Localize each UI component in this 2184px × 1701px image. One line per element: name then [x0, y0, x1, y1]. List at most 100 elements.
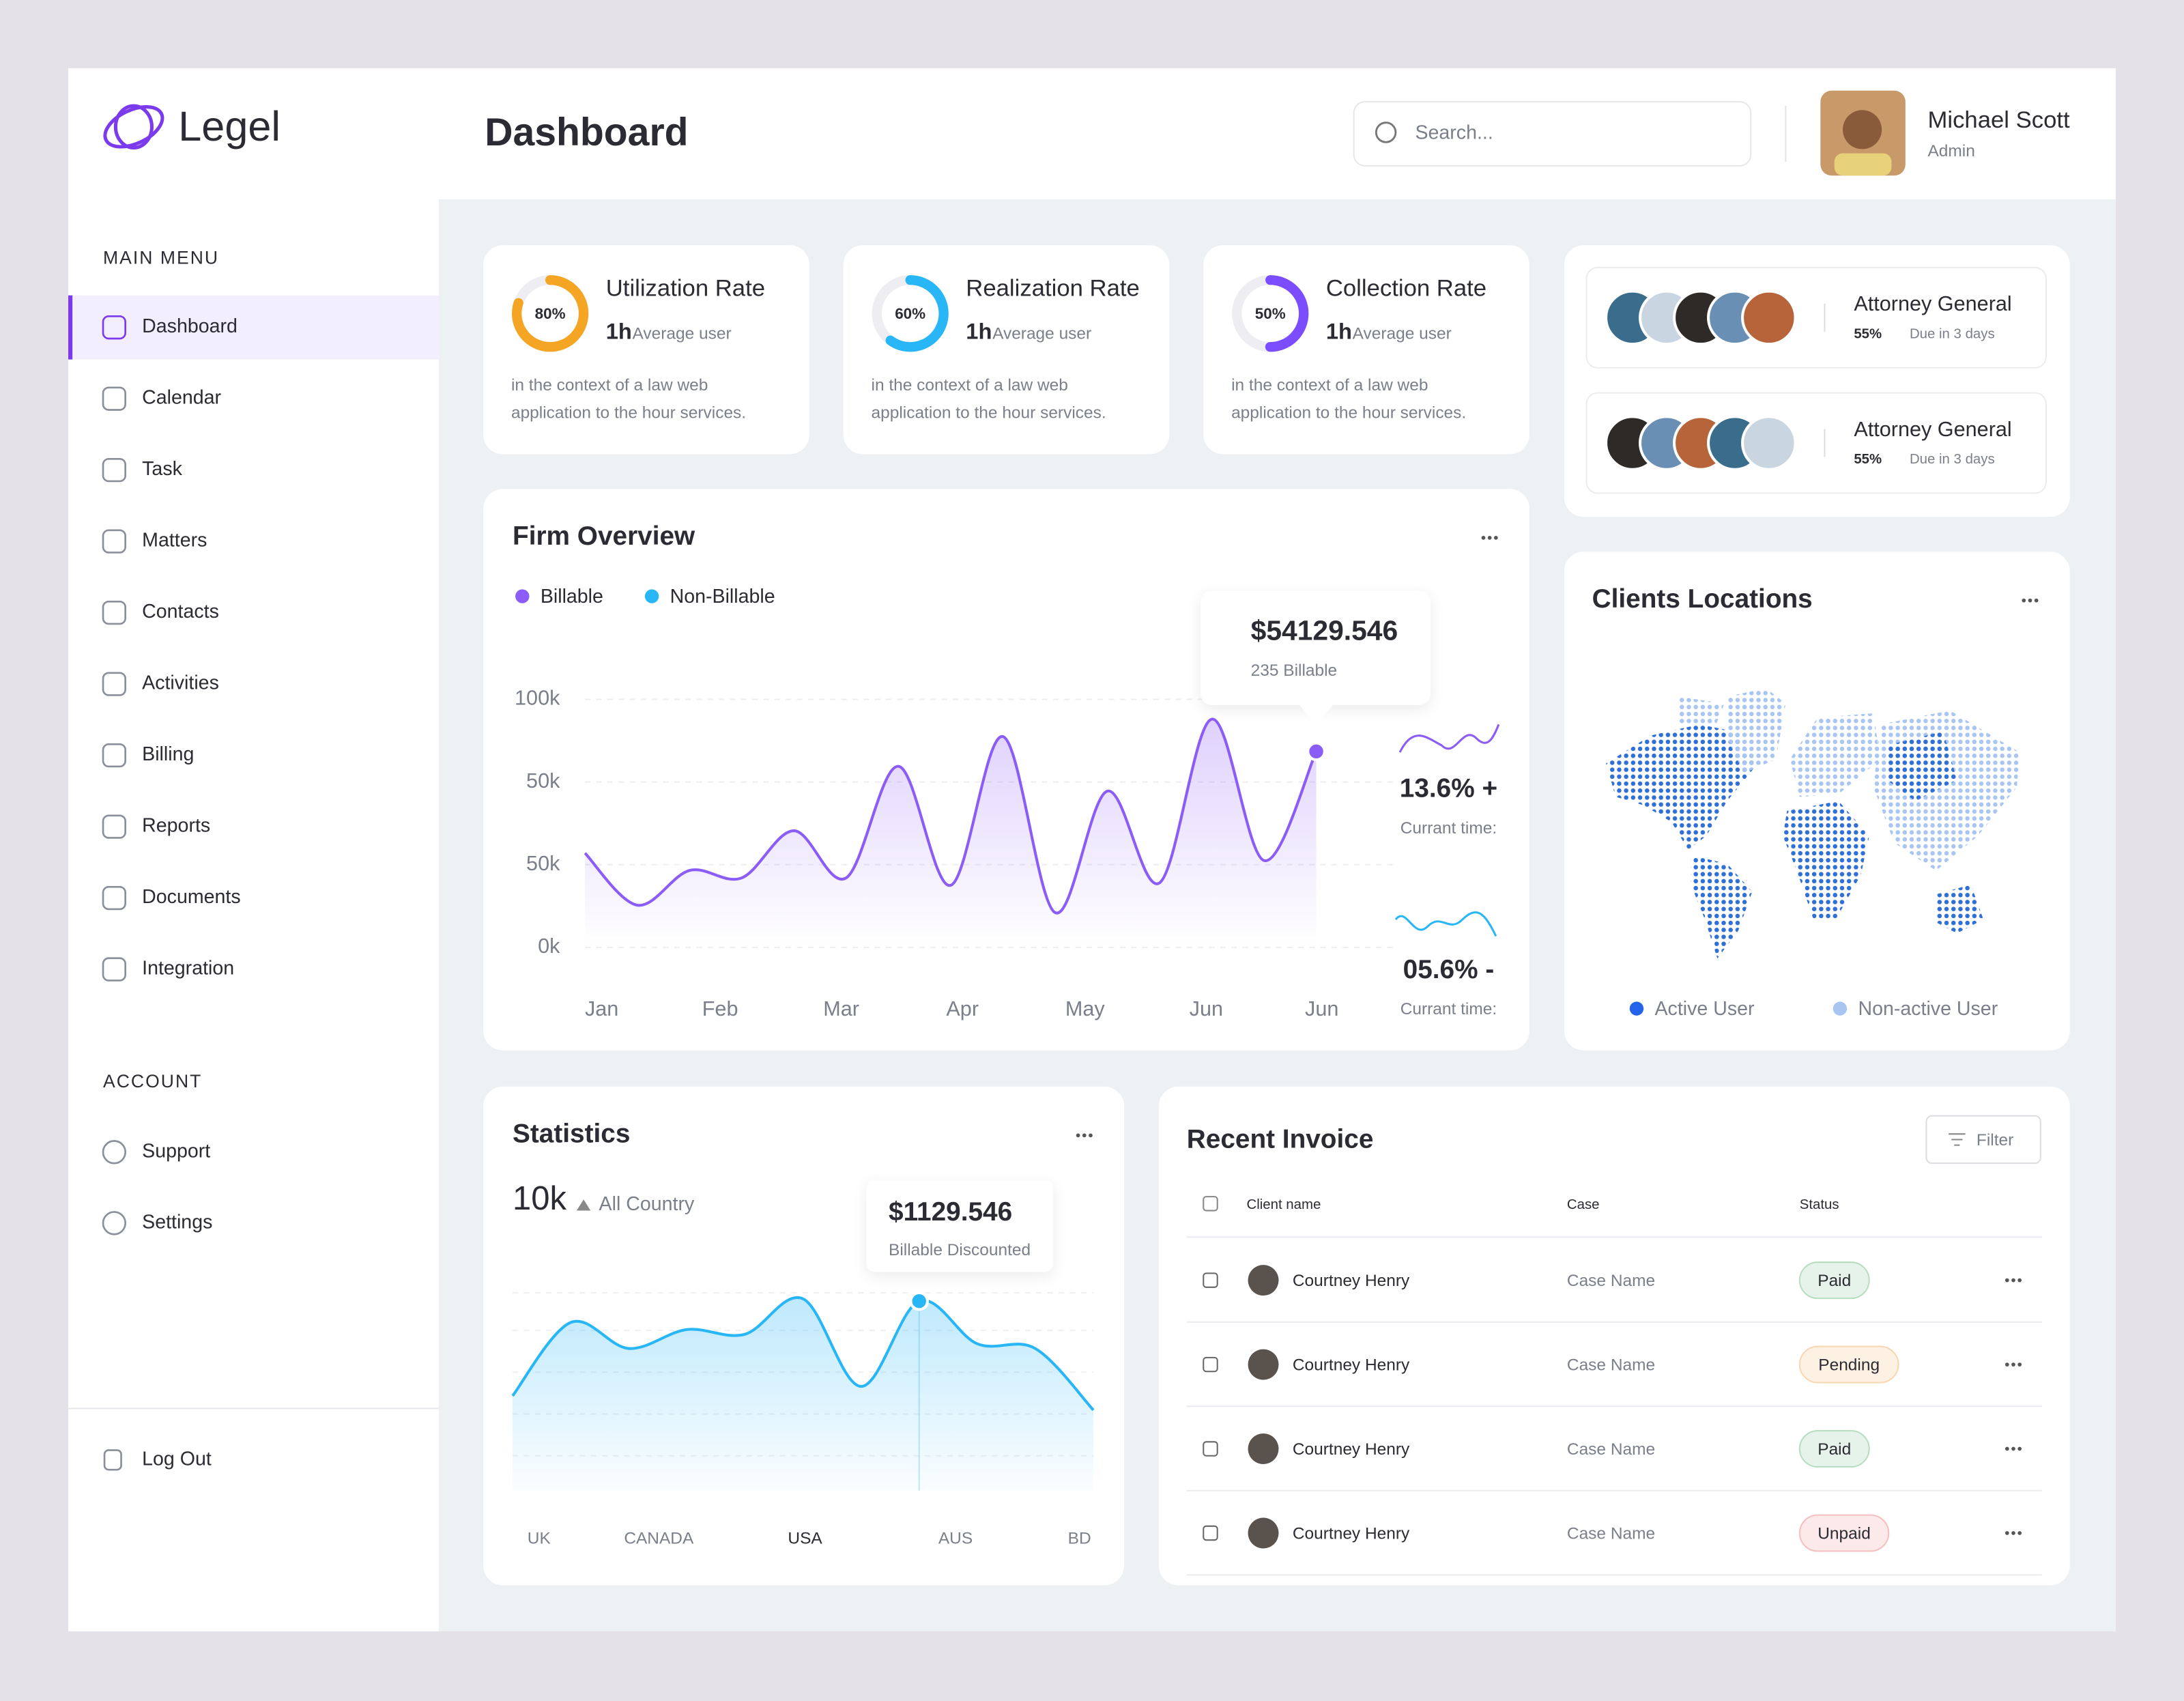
more-icon[interactable] [2034, 598, 2039, 603]
card-title: Firm Overview [513, 521, 695, 551]
client-name: Courtney Henry [1293, 1440, 1410, 1459]
donut-value [872, 275, 949, 352]
sparkline [1394, 911, 1497, 937]
card-description: in the context of a law web [511, 376, 708, 395]
checkbox[interactable] [1203, 1196, 1218, 1212]
legend-swatch [515, 589, 530, 603]
more-icon[interactable] [2017, 1278, 2022, 1283]
rate-card [1203, 245, 1529, 455]
more-icon[interactable] [2017, 1362, 2022, 1367]
more-icon[interactable] [1481, 535, 1486, 540]
user-role: Admin [1927, 142, 1974, 160]
menu-item: Documents [142, 886, 240, 908]
menu-item: Support [142, 1140, 210, 1162]
donut-label: 80% [535, 305, 566, 322]
x-tick-label: USA [788, 1530, 822, 1548]
more-icon[interactable] [1487, 535, 1492, 540]
x-tick-label: Mar [823, 997, 859, 1020]
page-title: Dashboard [485, 111, 688, 154]
filter-button[interactable] [1925, 1115, 2041, 1164]
checkbox[interactable] [1203, 1441, 1218, 1457]
trend-value: 13.6% + [1400, 773, 1497, 803]
attorney-title: Attorney General [1854, 292, 2011, 315]
case-name: Case Name [1567, 1272, 1655, 1290]
search-placeholder: Search... [1415, 122, 1493, 144]
map-region [1887, 731, 1957, 801]
search-icon [1375, 121, 1397, 143]
more-icon[interactable] [1493, 535, 1498, 540]
x-tick-label: May [1065, 997, 1106, 1020]
more-icon[interactable] [2005, 1446, 2009, 1451]
user-name: Michael Scott [1927, 107, 2070, 133]
card-description: in the context of a law web [1231, 376, 1428, 395]
menu-icon [102, 457, 126, 483]
card-title: Statistics [513, 1119, 630, 1149]
card-description: application to the hour services. [511, 404, 746, 423]
more-icon[interactable] [2011, 1446, 2015, 1451]
column-header: Client name [1247, 1197, 1321, 1212]
more-icon[interactable] [2005, 1362, 2009, 1367]
more-icon[interactable] [2011, 1362, 2015, 1367]
more-icon[interactable] [1082, 1133, 1087, 1138]
status-label: Paid [1817, 1440, 1851, 1459]
x-tick-label: AUS [938, 1530, 973, 1548]
menu-item: Billing [142, 743, 194, 765]
card-title: Recent Invoice [1187, 1125, 1374, 1154]
more-icon[interactable] [1089, 1133, 1093, 1138]
trend-icon [576, 1199, 591, 1211]
more-icon[interactable] [2028, 598, 2032, 603]
card-description: application to the hour services. [1231, 404, 1466, 423]
more-icon[interactable] [2022, 598, 2026, 603]
menu-icon [102, 600, 126, 625]
map-region [1790, 713, 1881, 797]
checkbox[interactable] [1203, 1525, 1218, 1541]
client-name: Courtney Henry [1293, 1356, 1410, 1375]
status-label: Unpaid [1817, 1525, 1871, 1543]
checkbox[interactable] [1203, 1272, 1218, 1288]
case-name: Case Name [1567, 1525, 1655, 1543]
menu-item: Calendar [142, 387, 221, 409]
area [513, 1297, 1094, 1491]
status-pill [1798, 1429, 1870, 1468]
more-icon[interactable] [2005, 1278, 2009, 1283]
tooltip [866, 1180, 1053, 1272]
menu-item: Contacts [142, 601, 219, 623]
attorney-due: Due in 3 days [1910, 452, 1995, 467]
more-icon[interactable] [1076, 1133, 1080, 1138]
legend-swatch [644, 589, 659, 603]
user-avatar-body [1834, 153, 1892, 176]
more-icon[interactable] [2017, 1531, 2022, 1535]
checkbox[interactable] [1203, 1356, 1218, 1373]
y-tick-label: 50k [526, 769, 560, 792]
card-title: Utilization Rate [606, 276, 765, 302]
menu-item: Integration [142, 958, 234, 980]
more-icon[interactable] [2017, 1446, 2022, 1451]
logo-icon [113, 104, 154, 149]
status-label: Pending [1818, 1356, 1880, 1375]
legend-label: Non-Billable [670, 586, 775, 608]
highlight-point [909, 1291, 930, 1311]
more-icon[interactable] [2011, 1531, 2015, 1535]
hours-note: Average user [1353, 324, 1452, 343]
trend-note: Currant time: [1400, 819, 1497, 838]
card-title: Clients Locations [1592, 584, 1813, 614]
map-region [1691, 855, 1753, 959]
status-pill [1798, 1514, 1890, 1552]
logo-icon [103, 105, 164, 149]
x-tick-label: Feb [702, 997, 738, 1020]
invoice-card [1158, 1086, 2070, 1586]
client-name: Courtney Henry [1293, 1525, 1410, 1543]
x-tick-label: UK [528, 1530, 551, 1548]
tooltip-note: Billable Discounted [889, 1241, 1031, 1259]
hours-note: Average user [992, 324, 1091, 343]
legend-label: Non-active User [1858, 998, 1998, 1020]
more-icon[interactable] [2011, 1278, 2015, 1283]
tooltip-value: $1129.546 [889, 1197, 1012, 1227]
more-icon[interactable] [2005, 1531, 2009, 1535]
search-box[interactable] [1353, 101, 1752, 167]
status-label: Paid [1817, 1272, 1851, 1290]
menu-item: Matters [142, 530, 207, 552]
menu-item: Dashboard [142, 315, 238, 337]
column-header: Status [1800, 1197, 1839, 1212]
